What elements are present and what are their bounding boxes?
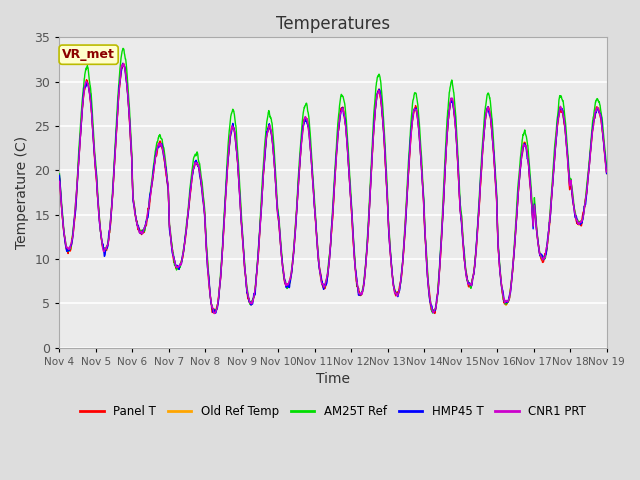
X-axis label: Time: Time [316,372,350,386]
Text: VR_met: VR_met [62,48,115,61]
Legend: Panel T, Old Ref Temp, AM25T Ref, HMP45 T, CNR1 PRT: Panel T, Old Ref Temp, AM25T Ref, HMP45 … [76,400,591,422]
Title: Temperatures: Temperatures [276,15,390,33]
Y-axis label: Temperature (C): Temperature (C) [15,136,29,249]
